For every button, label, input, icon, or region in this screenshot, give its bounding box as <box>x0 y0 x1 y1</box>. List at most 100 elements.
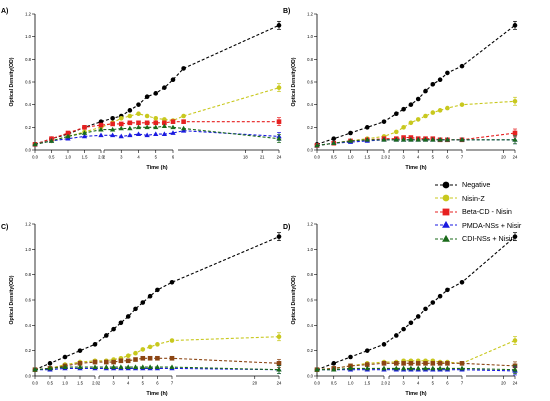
data-point <box>459 361 465 366</box>
data-point <box>133 357 138 362</box>
data-point <box>445 70 450 76</box>
data-point <box>423 361 428 366</box>
series <box>314 128 518 148</box>
data-point <box>140 364 146 369</box>
data-point <box>400 137 407 142</box>
data-point <box>77 348 83 353</box>
data-point <box>314 366 320 372</box>
data-point <box>430 81 436 87</box>
chart-panel: B) 0.0 0.2 0.4 0.6 0.8 1.0 1.2 Optical Density(O… <box>283 8 518 171</box>
x-tick-label: 0.0 <box>32 155 38 160</box>
legend-marker <box>435 234 457 242</box>
data-point <box>162 85 167 90</box>
legend-label: PMDA-NSs + Nisir <box>462 220 522 230</box>
data-point <box>364 125 370 130</box>
data-point <box>118 125 124 131</box>
data-point <box>415 96 421 102</box>
x-tick-label: 2.0 <box>92 381 98 386</box>
data-point <box>393 137 399 142</box>
y-tick-label: 0.0 <box>307 148 313 153</box>
y-tick-label: 0.4 <box>307 323 313 328</box>
y-tick-label: 0.0 <box>25 148 31 153</box>
data-point <box>109 126 116 132</box>
data-point <box>181 119 186 124</box>
x-tick-label: 4 <box>417 155 420 160</box>
data-point <box>347 365 354 371</box>
x-tick-label: 2 <box>388 381 391 386</box>
data-point <box>459 279 465 285</box>
panel-label: D) <box>283 224 290 231</box>
data-point <box>415 365 421 371</box>
x-tick-label: 4 <box>417 381 420 386</box>
data-point <box>381 365 387 371</box>
x-tick-label: 24 <box>513 381 518 386</box>
data-point <box>437 137 443 142</box>
data-point <box>430 137 436 142</box>
legend-item: CDI-NSs + Nisin <box>434 232 550 246</box>
data-point <box>136 111 141 117</box>
y-tick-label: 1.0 <box>25 247 31 252</box>
series-line <box>317 369 516 372</box>
series-line <box>34 236 280 371</box>
series <box>314 135 518 148</box>
y-tick-label: 0.2 <box>25 125 31 130</box>
data-point <box>401 361 406 366</box>
y-tick-label: 0.4 <box>307 102 313 107</box>
x-tick-label: 0.5 <box>331 155 337 160</box>
legend-symbol <box>442 234 450 242</box>
y-tick-label: 1.2 <box>307 222 313 227</box>
x-tick-label: 18 <box>243 155 248 160</box>
data-point <box>104 333 109 338</box>
data-point <box>81 133 88 139</box>
panel-label: A) <box>1 8 8 15</box>
data-point <box>110 115 115 121</box>
x-tick-label: 2.0 <box>381 381 387 386</box>
x-tick-label: 0.5 <box>331 381 337 386</box>
x-axis-label: Time (h) <box>146 391 167 397</box>
data-point <box>47 365 53 371</box>
data-point <box>92 359 98 365</box>
data-point <box>118 121 124 127</box>
data-point <box>162 120 167 126</box>
data-point <box>47 361 53 366</box>
x-tick-label: 2.0 <box>381 155 387 160</box>
y-tick-label: 0.8 <box>307 272 313 277</box>
data-point <box>445 361 450 366</box>
data-point <box>133 350 138 356</box>
data-point <box>118 133 124 139</box>
series <box>314 20 518 147</box>
data-point <box>331 136 337 141</box>
data-point <box>445 105 450 111</box>
data-point <box>364 137 370 142</box>
x-tick-label: 2 <box>388 155 391 160</box>
legend-marker <box>435 208 457 216</box>
data-point <box>147 293 153 299</box>
series <box>314 366 518 376</box>
data-point <box>144 113 150 119</box>
series <box>314 361 518 372</box>
data-point <box>314 142 320 148</box>
data-point <box>364 362 370 367</box>
data-point <box>153 131 159 136</box>
y-tick-label: 0.4 <box>25 323 31 328</box>
data-point <box>32 141 38 147</box>
data-point <box>415 137 421 142</box>
data-point <box>181 113 186 119</box>
series <box>32 117 282 147</box>
series-line <box>316 236 516 371</box>
legend-symbol <box>442 181 450 189</box>
data-point <box>65 130 71 136</box>
y-tick-label: 0.6 <box>307 80 313 85</box>
data-point <box>92 342 98 347</box>
data-point <box>147 355 153 361</box>
series <box>314 365 518 375</box>
y-tick-label: 0.6 <box>307 298 313 303</box>
x-tick-label: 0.5 <box>47 381 53 386</box>
data-point <box>77 361 83 366</box>
data-point <box>98 126 104 132</box>
data-point <box>423 88 428 94</box>
legend-item: Beta-CD - Nisin <box>434 205 550 219</box>
x-tick-label: 7 <box>171 381 174 386</box>
data-point <box>98 122 104 128</box>
x-axis-label: Time (h) <box>405 391 426 397</box>
